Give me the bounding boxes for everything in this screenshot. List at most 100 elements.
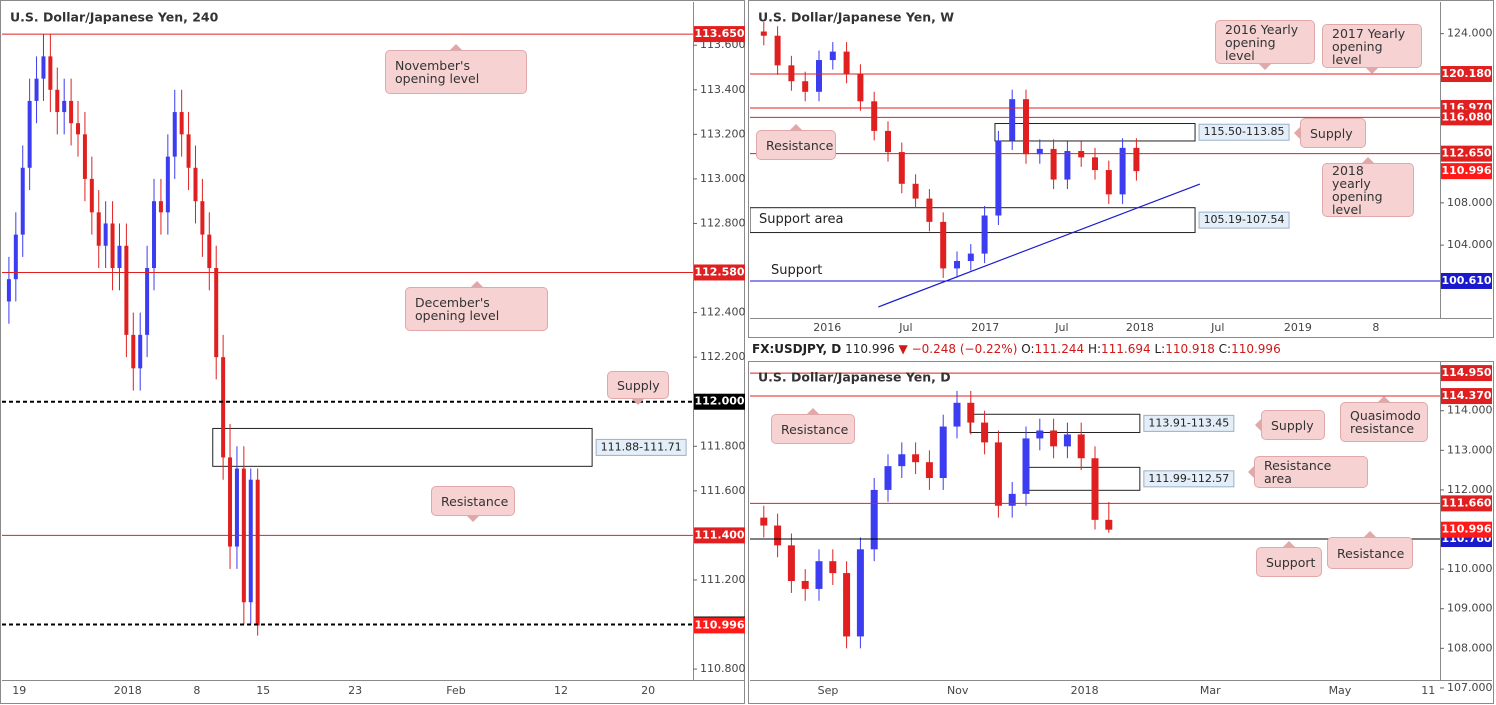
zone-label-box xyxy=(1143,470,1235,488)
y-tick-label: 109.000 xyxy=(1447,602,1493,615)
y-tick-label: 113.400 xyxy=(700,83,746,96)
level-label-box xyxy=(1441,495,1492,512)
candle-body xyxy=(912,183,919,199)
level-label-box xyxy=(694,26,745,43)
y-tick-label: 114.000 xyxy=(1447,404,1493,417)
annotation: Resistance xyxy=(771,408,855,444)
candle-body xyxy=(760,31,767,36)
y-tick-label: 112.800 xyxy=(700,216,746,229)
level-label: 120.180 xyxy=(1441,67,1491,80)
annotation: Supply xyxy=(607,371,669,405)
x-tick-label: 2016 xyxy=(813,321,841,334)
candle-body xyxy=(829,51,836,61)
last-price-box xyxy=(1441,163,1492,180)
level-label-box xyxy=(694,264,745,281)
last-price-label: 110.996 xyxy=(694,618,744,631)
symbol: FX:USDJPY, D xyxy=(752,342,842,356)
candle-body xyxy=(1119,147,1126,195)
candle-body xyxy=(221,357,226,458)
candle-body xyxy=(885,130,891,153)
level-label: 116.080 xyxy=(1441,110,1491,123)
candle-body xyxy=(1064,151,1071,180)
candle-body xyxy=(926,198,933,222)
ohlc-value: 110.918 xyxy=(1165,342,1215,356)
candle-body xyxy=(1008,493,1016,506)
level-label: 100.610 xyxy=(1441,274,1491,287)
ohlc-label: H: xyxy=(1087,342,1102,356)
x-tick-label: Jul xyxy=(1210,321,1224,334)
candle-body xyxy=(145,268,150,335)
candle-body xyxy=(843,573,851,637)
candle-body xyxy=(228,457,233,547)
candle-body xyxy=(1023,99,1029,155)
candle-body xyxy=(117,245,122,269)
level-label: 114.370 xyxy=(1441,389,1491,402)
zone-box xyxy=(212,427,593,467)
candle-body xyxy=(69,100,74,124)
candle-body xyxy=(248,479,253,603)
candle-body xyxy=(172,112,177,157)
candle-body xyxy=(186,134,191,168)
zone-label-box xyxy=(595,438,687,456)
y-tick-label: 113.000 xyxy=(1447,443,1493,456)
candle-body xyxy=(816,60,822,92)
trendline xyxy=(878,183,1201,308)
candle-body xyxy=(193,167,198,202)
candle-body xyxy=(165,156,170,213)
ohlc-value: 110.996 xyxy=(1231,342,1281,356)
y-tick-label: 111.600 xyxy=(700,484,746,497)
candle-body xyxy=(774,35,781,66)
candle-body xyxy=(857,73,864,102)
candle-body xyxy=(96,212,101,246)
candle-body xyxy=(967,402,975,423)
zone-label: 105.19-107.54 xyxy=(1204,213,1285,226)
candle-body xyxy=(925,462,933,479)
candle-body xyxy=(34,78,39,101)
x-tick-label: 2018 xyxy=(114,684,142,697)
y-tick-label: 110.800 xyxy=(700,662,746,675)
down-arrow: ▼ xyxy=(898,342,908,356)
y-tick-label: 108.000 xyxy=(1447,196,1493,209)
annotation: Resistance xyxy=(1327,531,1413,569)
chart-title: U.S. Dollar/Japanese Yen, W xyxy=(758,10,954,25)
plot-area xyxy=(750,21,1440,308)
candle-body xyxy=(41,56,46,79)
y-tick-label: 107.000 xyxy=(1447,681,1493,694)
x-tick-label: Mar xyxy=(1200,684,1221,697)
zone-box xyxy=(994,123,1196,142)
candle-body xyxy=(103,223,108,246)
annotation: Supply xyxy=(1255,410,1325,440)
last-price-label: 110.996 xyxy=(1441,164,1491,177)
candle-body xyxy=(1092,157,1098,171)
x-tick-label: Jul xyxy=(1054,321,1068,334)
x-tick-label: 19 xyxy=(12,684,26,697)
candle-body xyxy=(967,253,974,261)
candle-body xyxy=(994,442,1002,506)
x-tick-label: Feb xyxy=(446,684,465,697)
ohlc-label: O: xyxy=(1021,342,1035,356)
x-tick-label: 2018 xyxy=(1126,321,1154,334)
candle-body xyxy=(953,402,961,427)
level-label: 112.580 xyxy=(694,265,744,278)
annotation: Quasimodo resistance xyxy=(1340,396,1428,442)
y-tick-label: 113.200 xyxy=(700,127,746,140)
candle-body xyxy=(20,167,25,235)
candle-body xyxy=(939,426,947,479)
x-tick-label: 2019 xyxy=(1284,321,1312,334)
level-label: 111.400 xyxy=(694,528,744,541)
candle-body xyxy=(89,178,94,213)
last-price: 110.996 xyxy=(845,342,895,356)
candle-body xyxy=(995,140,1002,216)
candle-body xyxy=(131,334,136,369)
y-tick-label: 110.000 xyxy=(1447,562,1493,575)
candle-body xyxy=(1022,438,1030,494)
candle-body xyxy=(255,479,260,626)
candle-body xyxy=(179,112,184,135)
x-tick-label: May xyxy=(1329,684,1352,697)
zone-label: 111.88-111.71 xyxy=(601,440,682,453)
candle-body xyxy=(843,51,850,74)
candle-body xyxy=(27,100,32,168)
candle-body xyxy=(138,334,143,369)
candle-body xyxy=(1036,148,1043,155)
candle-body xyxy=(13,234,18,280)
